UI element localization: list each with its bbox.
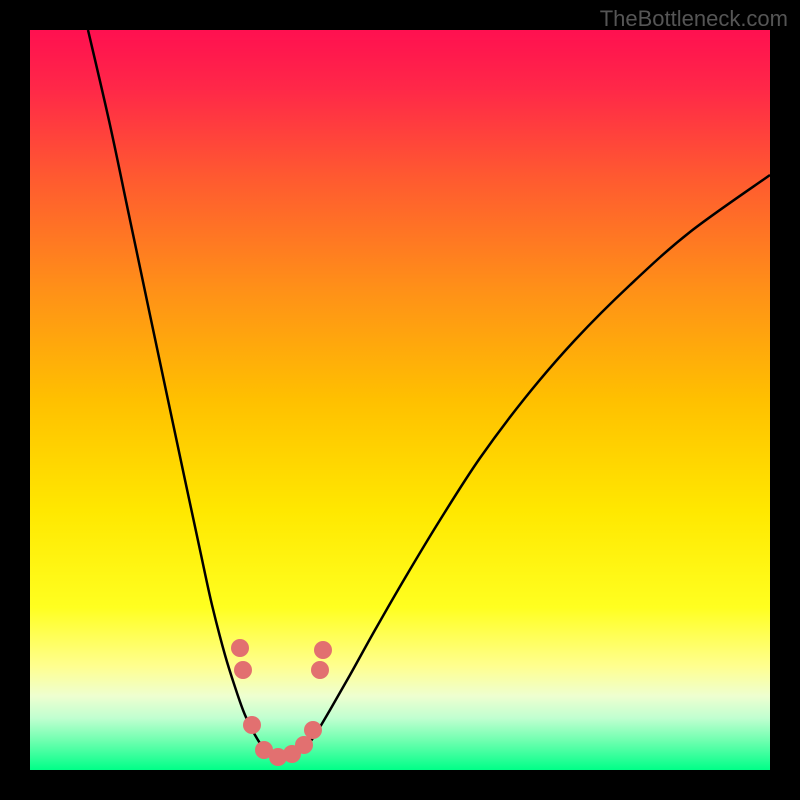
data-marker [314, 641, 332, 659]
data-marker [231, 639, 249, 657]
chart-plot-area [30, 30, 770, 770]
data-marker [243, 716, 261, 734]
data-marker [234, 661, 252, 679]
watermark-text: TheBottleneck.com [600, 6, 788, 32]
data-marker [304, 721, 322, 739]
data-marker [311, 661, 329, 679]
data-markers [30, 30, 770, 770]
data-marker [295, 736, 313, 754]
